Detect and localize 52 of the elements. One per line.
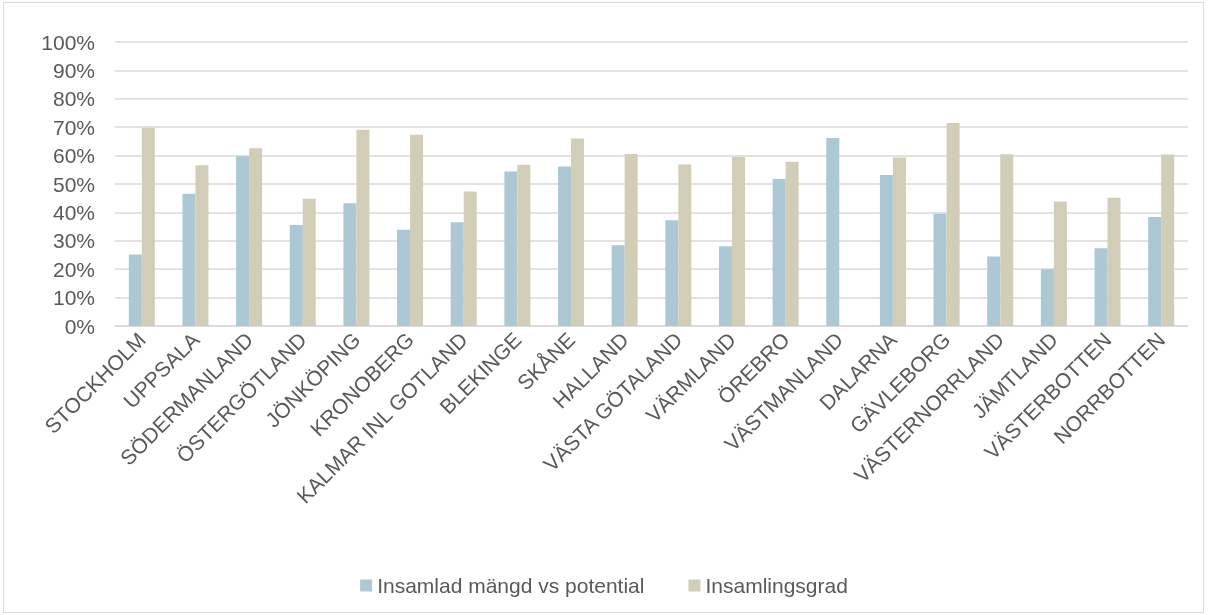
- legend-label: Insamlad mängd vs potential: [377, 574, 645, 597]
- bar: [450, 222, 464, 326]
- y-tick-label: 90%: [52, 58, 95, 82]
- bar: [1094, 248, 1108, 326]
- bar: [558, 166, 572, 326]
- bar: [1148, 216, 1162, 326]
- y-tick-label: 20%: [52, 257, 95, 281]
- y-tick-label: 30%: [52, 229, 95, 253]
- bar: [772, 178, 786, 326]
- bar: [410, 134, 424, 326]
- bar: [826, 137, 840, 326]
- bar: [946, 122, 960, 326]
- bar: [463, 191, 477, 326]
- bar: [611, 245, 625, 326]
- y-tick-label: 50%: [52, 172, 95, 196]
- bar: [182, 193, 196, 326]
- y-tick-label: 80%: [52, 87, 95, 111]
- bar: [289, 224, 303, 326]
- bar: [141, 127, 155, 326]
- bar: [879, 174, 893, 326]
- y-tick-label: 40%: [52, 200, 95, 224]
- bar: [1053, 201, 1067, 326]
- y-tick-label: 100%: [41, 30, 95, 54]
- bar: [678, 164, 692, 326]
- legend-label: Insamlingsgrad: [705, 574, 848, 597]
- bar: [356, 129, 370, 326]
- bar: [892, 157, 906, 326]
- bar: [1040, 269, 1054, 326]
- y-tick-label: 10%: [52, 286, 95, 310]
- bar: [624, 153, 638, 326]
- y-tick-label: 60%: [52, 144, 95, 168]
- bar: [397, 229, 411, 326]
- bar: [517, 164, 531, 326]
- y-tick-label: 70%: [52, 115, 95, 139]
- bar: [665, 220, 679, 326]
- bar: [249, 148, 263, 326]
- bar: [718, 246, 732, 326]
- bar: [1000, 154, 1014, 326]
- bar: [302, 198, 316, 326]
- y-tick-label: 0%: [64, 314, 95, 338]
- bar: [1107, 197, 1121, 326]
- bar: [731, 157, 745, 326]
- bar: [571, 138, 585, 326]
- bar: [933, 213, 947, 326]
- bar: [236, 156, 250, 326]
- bar: [785, 161, 799, 326]
- bar: [128, 254, 142, 326]
- bar: [504, 171, 518, 326]
- bar: [987, 256, 1001, 326]
- bar: [343, 203, 357, 326]
- bar: [195, 165, 209, 326]
- bar: [1161, 154, 1175, 326]
